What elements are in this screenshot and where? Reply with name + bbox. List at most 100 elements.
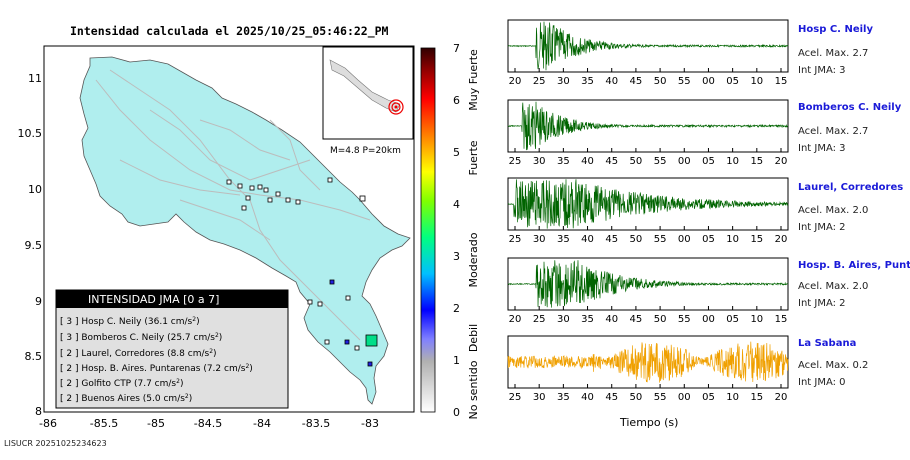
station-jma: Int JMA: 0 (798, 377, 846, 388)
time-tick-label: 00 (678, 156, 691, 167)
time-tick-label: 25 (509, 156, 522, 167)
time-tick-label: 35 (557, 234, 570, 245)
map-x-ticks: -86 -85.5 -85 -84.5 -84 -83.5 -83 (39, 417, 379, 430)
colorbar-labels: Muy Fuerte Fuerte Moderado Debil No sent… (467, 49, 480, 420)
map-y-ticks: 11 10.5 10 9.5 9 8.5 8 (18, 72, 43, 418)
costa-rica-landmass (79, 56, 411, 405)
svg-text:No sentido: No sentido (467, 360, 480, 419)
time-tick-label: 10 (726, 156, 739, 167)
waveform-trace (507, 101, 789, 151)
svg-text:-86: -86 (39, 417, 57, 430)
time-tick-label: 25 (509, 392, 522, 403)
time-tick-label: 55 (678, 314, 691, 325)
time-tick-label: 50 (630, 156, 643, 167)
svg-text:Muy Fuerte: Muy Fuerte (467, 49, 480, 111)
time-tick-label: 55 (654, 234, 667, 245)
svg-text:1: 1 (453, 354, 460, 367)
station-markers (226, 177, 378, 367)
time-tick-label: 10 (750, 314, 763, 325)
road-network (95, 69, 371, 341)
svg-text:-85.5: -85.5 (90, 417, 118, 430)
time-tick-label: 15 (750, 234, 763, 245)
svg-text:11: 11 (28, 72, 42, 85)
time-tick-label: 30 (533, 156, 546, 167)
time-tick-label: 00 (678, 234, 691, 245)
time-tick-label: 55 (654, 156, 667, 167)
station-acel: Acel. Max. 2.0 (798, 205, 869, 216)
colorbar-ticks: 7 6 5 4 3 2 1 0 (453, 42, 460, 419)
svg-text:8.5: 8.5 (25, 350, 43, 363)
time-tick-label: 55 (678, 76, 691, 87)
svg-text:7: 7 (453, 42, 460, 55)
time-tick-label: 10 (750, 76, 763, 87)
waveform-panel: 25 30 35 40 45 50 55 00 05 10 15 20 (507, 335, 789, 403)
time-axis-label: Tiempo (s) (620, 416, 679, 429)
svg-text:[ 3 ] Bomberos C. Neily (25.7: [ 3 ] Bomberos C. Neily (25.7 cm/s2) (60, 332, 222, 344)
waveform-panel: 25 30 35 40 45 50 55 00 05 10 15 20 (507, 99, 789, 167)
time-tick-label: 35 (557, 392, 570, 403)
station-acel: Acel. Max. 2.0 (798, 281, 869, 292)
waveform-trace (507, 21, 789, 71)
svg-text:[ 2 ] Laurel, Corredores (8.8: [ 2 ] Laurel, Corredores (8.8 cm/s2) (60, 348, 217, 360)
time-tick-label: 25 (533, 314, 546, 325)
waveform-trace (507, 260, 789, 308)
station-name: Bomberos C. Neily (798, 102, 902, 113)
svg-text:9.5: 9.5 (25, 239, 43, 252)
svg-text:[ 2 ] Hosp. B. Aires. Puntaren: [ 2 ] Hosp. B. Aires. Puntarenas (7.2 cm… (60, 363, 253, 375)
time-tick-label: 45 (605, 234, 618, 245)
time-tick-label: 00 (678, 392, 691, 403)
time-tick-label: 40 (605, 76, 618, 87)
svg-text:-83.5: -83.5 (302, 417, 330, 430)
station-jma: Int JMA: 2 (798, 222, 846, 233)
time-tick-label: 20 (509, 76, 522, 87)
time-tick-label: 05 (726, 314, 739, 325)
time-tick-label: 20 (775, 156, 788, 167)
time-tick-label: 10 (726, 392, 739, 403)
station-name: Hosp C. Neily (798, 24, 873, 35)
station-name: La Sabana (798, 338, 857, 349)
station-jma: Int JMA: 2 (798, 298, 846, 309)
time-tick-label: 20 (509, 314, 522, 325)
time-tick-label: 00 (702, 314, 715, 325)
time-tick-label: 15 (750, 156, 763, 167)
station-name: Hosp. B. Aires, Puntare (798, 260, 910, 271)
time-tick-label: 40 (581, 156, 594, 167)
time-tick-label: 05 (726, 76, 739, 87)
time-tick-label: 15 (775, 76, 788, 87)
svg-text:-85: -85 (147, 417, 165, 430)
station-acel: Acel. Max. 2.7 (798, 48, 869, 59)
svg-text:3: 3 (453, 250, 460, 263)
time-tick-label: 45 (630, 314, 643, 325)
time-tick-label: 35 (557, 156, 570, 167)
time-tick-label: 45 (630, 76, 643, 87)
svg-text:0: 0 (453, 406, 460, 419)
svg-text:Moderado: Moderado (467, 232, 480, 287)
svg-text:10: 10 (28, 183, 42, 196)
time-tick-label: 50 (630, 392, 643, 403)
svg-text:Fuerte: Fuerte (467, 140, 480, 175)
time-tick-label: 30 (533, 234, 546, 245)
waveform-trace (507, 179, 789, 229)
time-tick-label: 00 (702, 76, 715, 87)
svg-text:[ 2 ] Buenos Aires (5.0 cm/s2): [ 2 ] Buenos Aires (5.0 cm/s2) (60, 393, 192, 405)
station-jma: Int JMA: 3 (798, 143, 846, 154)
time-tick-label: 50 (654, 314, 667, 325)
svg-text:-83: -83 (361, 417, 379, 430)
waveform-panel: 25 30 35 40 45 50 55 00 05 10 15 20 (507, 177, 789, 245)
intensity-map: M=4.8 P=20km -86 -85.5 -85 -84.5 -84 -83… (18, 45, 415, 430)
inset-magnitude-label: M=4.8 P=20km (330, 146, 401, 156)
svg-text:[ 3 ] Hosp C. Neily (36.1 cm/s: [ 3 ] Hosp C. Neily (36.1 cm/s2) (60, 316, 200, 328)
svg-text:-84.5: -84.5 (194, 417, 222, 430)
station-jma: Int JMA: 3 (798, 65, 846, 76)
time-tick-label: 40 (581, 392, 594, 403)
legend-box (55, 289, 289, 409)
map-title: Intensidad calculada el 2025/10/25_05:46… (70, 24, 389, 38)
legend-items: [ 3 ] Hosp C. Neily (36.1 cm/s2) [ 3 ] B… (60, 316, 253, 405)
time-tick-label: 05 (702, 156, 715, 167)
station-acel: Acel. Max. 2.7 (798, 126, 869, 137)
waveform-trace (507, 341, 789, 383)
time-tick-label: 50 (630, 234, 643, 245)
time-tick-label: 45 (605, 156, 618, 167)
time-tick-label: 30 (557, 314, 570, 325)
waveform-panel: 20 25 30 35 40 45 50 55 00 05 10 15 (507, 19, 789, 87)
